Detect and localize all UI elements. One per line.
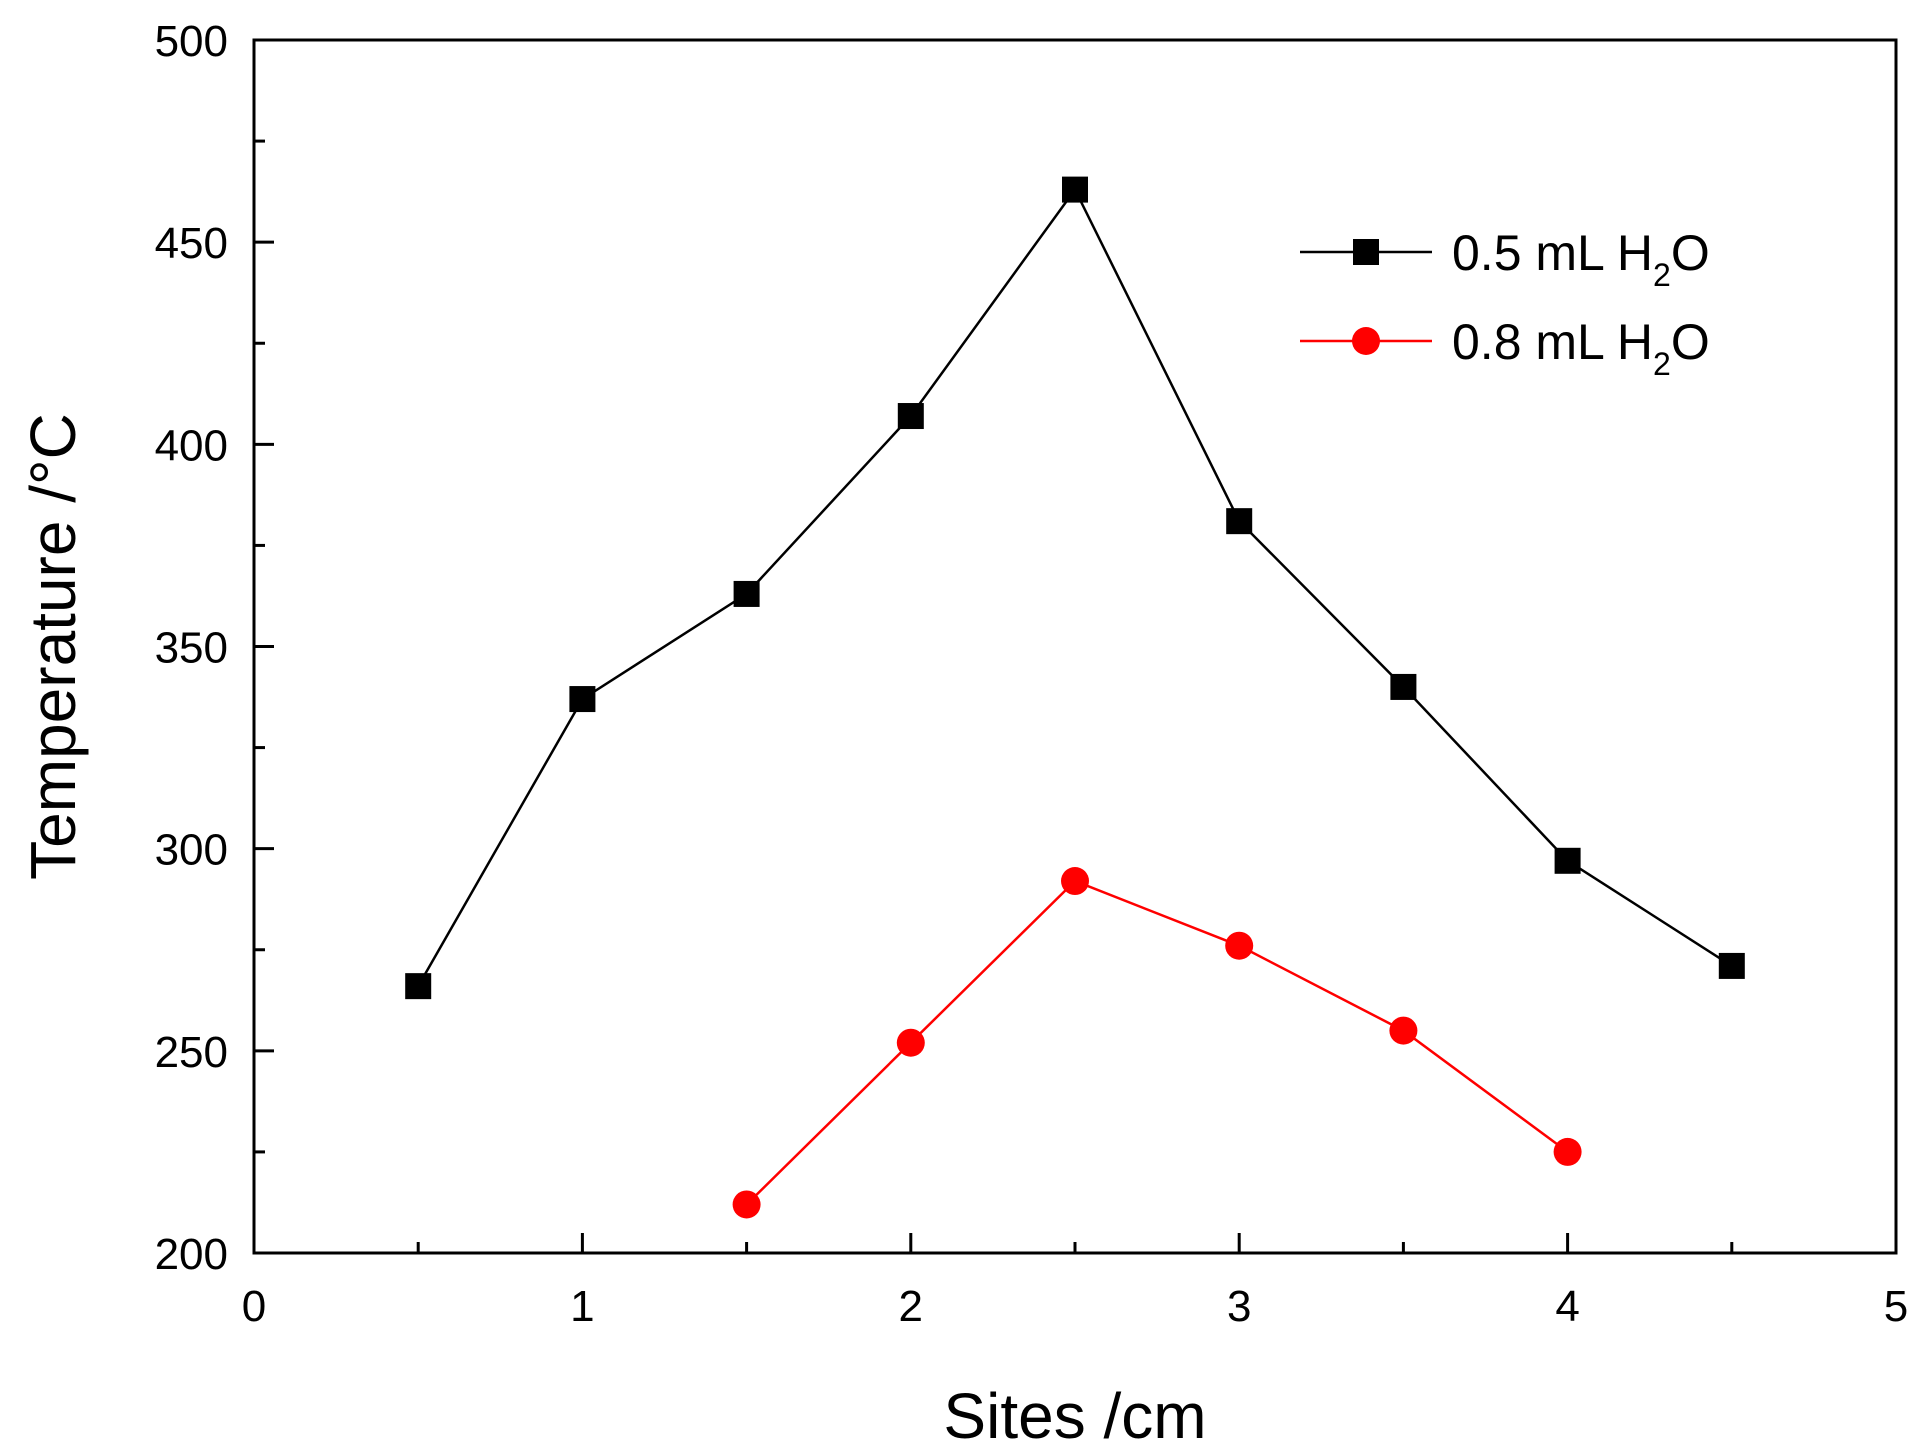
data-point xyxy=(1390,673,1417,700)
data-point xyxy=(1062,176,1088,203)
x-tick-label: 5 xyxy=(1884,1282,1908,1331)
data-point xyxy=(896,1028,925,1057)
x-tick-label: 1 xyxy=(570,1282,594,1331)
legend-label: 0.5 mL H2O xyxy=(1452,225,1710,293)
axis-ticks: 0 1 2 3 4 5 200 250 300 350 400 450 500 xyxy=(155,17,1909,1331)
y-tick-label: 300 xyxy=(155,826,228,875)
y-tick-label: 200 xyxy=(155,1230,228,1279)
data-point xyxy=(1718,952,1745,979)
legend-marker xyxy=(1352,327,1380,355)
data-point xyxy=(897,403,924,430)
series-line xyxy=(745,879,1569,1206)
series-line xyxy=(417,187,1733,987)
plot-frame xyxy=(252,38,1898,1255)
x-tick-label: 0 xyxy=(242,1282,266,1331)
data-point xyxy=(1554,847,1581,874)
y-tick-label: 250 xyxy=(155,1028,228,1077)
legend-entry-2: 0.8 mL H2O xyxy=(1300,314,1710,382)
data-point xyxy=(1553,1137,1582,1166)
data-point xyxy=(1389,1016,1418,1045)
legend-marker xyxy=(1353,239,1379,265)
data-point xyxy=(1225,931,1254,960)
data-point xyxy=(405,973,432,1000)
legend-label: 0.8 mL H2O xyxy=(1452,314,1710,382)
legend-entry-1: 0.5 mL H2O xyxy=(1300,225,1710,293)
y-tick-label: 350 xyxy=(155,624,228,673)
x-tick-label: 3 xyxy=(1227,1282,1251,1331)
y-axis-title: Temperature /°C xyxy=(17,413,89,880)
legend: 0.5 mL H2O 0.8 mL H2O xyxy=(1300,225,1710,382)
series-layer xyxy=(405,176,1745,1219)
series-2 xyxy=(732,867,1582,1219)
data-point xyxy=(569,686,596,713)
data-point xyxy=(733,580,760,607)
data-point xyxy=(1061,867,1089,896)
x-tick-label: 4 xyxy=(1555,1282,1579,1331)
y-tick-label: 500 xyxy=(155,17,228,66)
y-tick-label: 400 xyxy=(155,421,228,470)
series-1 xyxy=(405,176,1745,1000)
x-axis-title: Sites /cm xyxy=(943,1380,1206,1451)
x-tick-label: 2 xyxy=(899,1282,923,1331)
data-point xyxy=(732,1190,761,1219)
y-tick-label: 450 xyxy=(155,219,228,268)
data-point xyxy=(1226,508,1253,535)
